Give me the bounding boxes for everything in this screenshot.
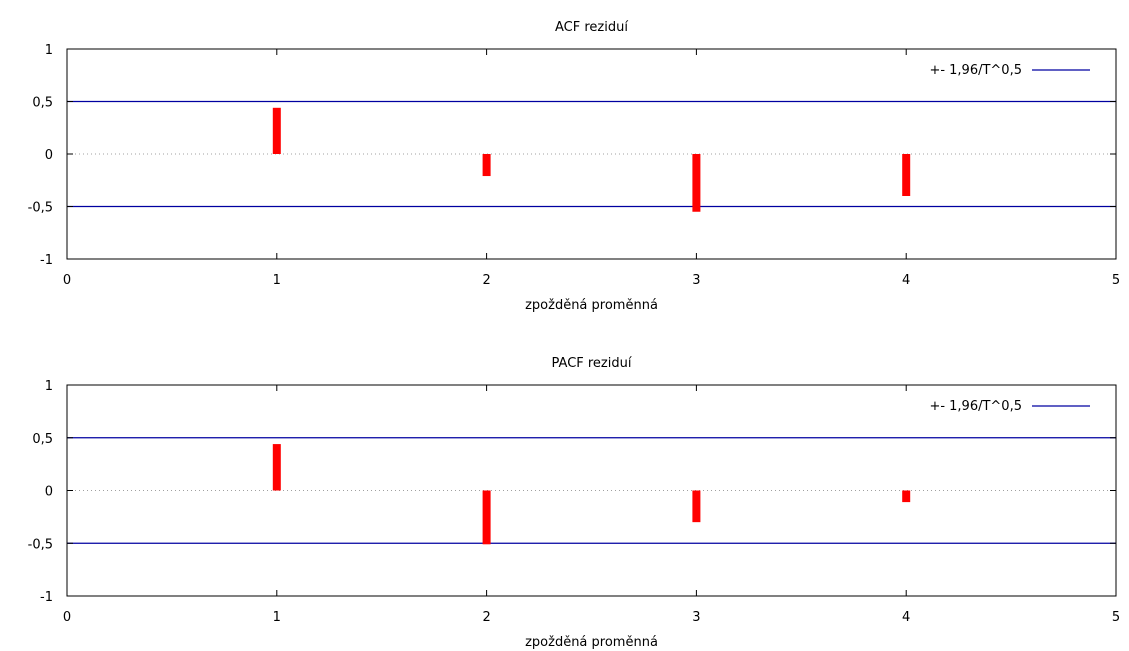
- pacf-ytick-label: -1: [40, 590, 53, 605]
- acf-xtick-label: 4: [902, 273, 910, 288]
- acf-x-axis-label: zpožděná proměnná: [525, 298, 658, 313]
- acf-bar-lag-4: [902, 154, 911, 196]
- acf-legend-label: +- 1,96/T^0,5: [929, 63, 1022, 78]
- acf-xtick-label: 0: [63, 273, 71, 288]
- pacf-xtick-label: 3: [692, 610, 700, 625]
- acf-xtick-label: 1: [273, 273, 281, 288]
- pacf-xtick-label: 4: [902, 610, 910, 625]
- acf-bar-lag-3: [692, 154, 701, 212]
- acf-bar-lag-1: [272, 107, 281, 154]
- acf-xtick-label: 3: [692, 273, 700, 288]
- acf-xtick-label: 5: [1112, 273, 1120, 288]
- pacf-xtick-label: 5: [1112, 610, 1120, 625]
- pacf-bar-lag-3: [692, 490, 701, 523]
- acf-panel: ACF reziduí -1 -0,5 0 0,5 1 0 1 2 3 4 5 zpožděná pro…: [28, 20, 1121, 313]
- pacf-title: PACF reziduí: [552, 356, 632, 371]
- pacf-bar-lag-2: [482, 490, 491, 545]
- acf-ytick-label: 0,5: [32, 96, 53, 111]
- pacf-ytick-label: -0,5: [28, 537, 53, 552]
- acf-title: ACF reziduí: [555, 20, 628, 35]
- pacf-ytick-label: 0: [45, 485, 53, 500]
- acf-ytick-label: 0: [45, 148, 53, 163]
- pacf-ytick-label: 0,5: [32, 432, 53, 447]
- pacf-xtick-label: 0: [63, 610, 71, 625]
- pacf-bar-lag-4: [902, 490, 911, 503]
- pacf-xtick-label: 2: [482, 610, 490, 625]
- acf-bar-lag-2: [482, 154, 491, 177]
- pacf-panel: PACF reziduí -1 -0,5 0 0,5 1 0 1 2 3 4 5 zpožděná pr…: [28, 356, 1121, 650]
- pacf-x-axis-label: zpožděná proměnná: [525, 635, 658, 650]
- pacf-xtick-label: 1: [273, 610, 281, 625]
- pacf-ytick-label: 1: [45, 379, 53, 394]
- acf-ytick-label: -1: [40, 253, 53, 268]
- pacf-bar-lag-1: [272, 444, 281, 491]
- acf-xtick-label: 2: [482, 273, 490, 288]
- acf-ytick-label: -0,5: [28, 201, 53, 216]
- acf-ytick-label: 1: [45, 43, 53, 58]
- pacf-legend-label: +- 1,96/T^0,5: [929, 399, 1022, 414]
